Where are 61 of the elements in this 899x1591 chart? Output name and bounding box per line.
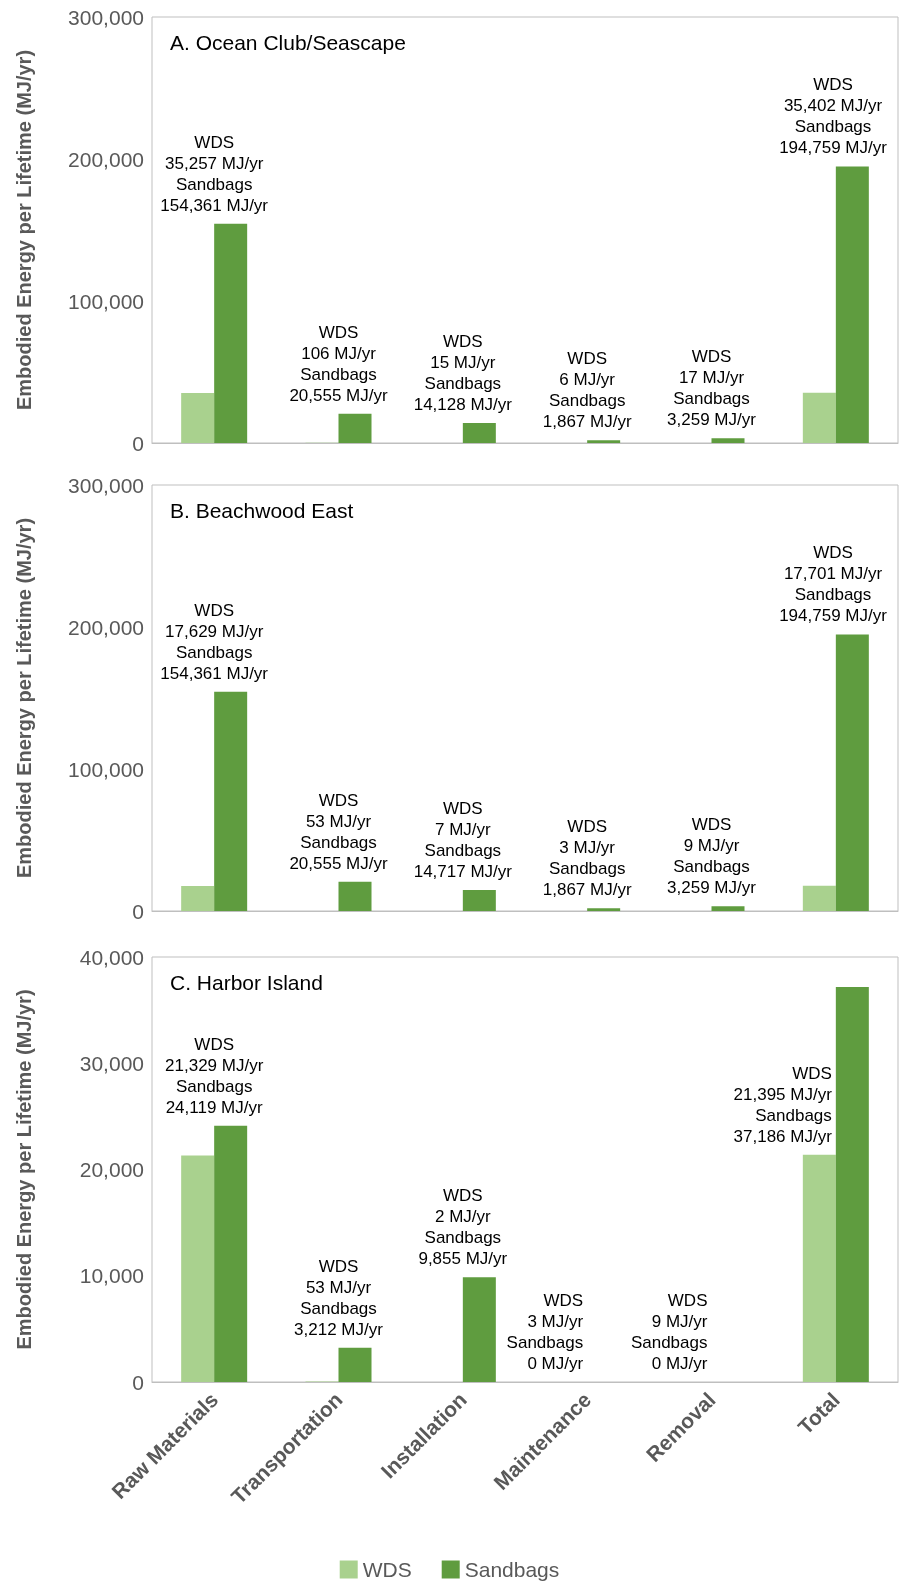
bar — [835, 986, 869, 1382]
y-tick-label: 100,000 — [68, 757, 144, 781]
y-tick-label: 20,000 — [79, 1158, 144, 1181]
text: A. Ocean Club/Seascape — [170, 31, 406, 54]
annotation: WDS 3 MJ/yr Sandbags 0 MJ/yr — [506, 1291, 584, 1373]
annotation: WDS 2 MJ/yr Sandbags 9,855 MJ/yr — [418, 1186, 508, 1269]
annotation: WDS 53 MJ/yr Sandbags 3,212 MJ/yr — [294, 1256, 384, 1339]
annotation: WDS 35,257 MJ/yr Sandbags 154,361 MJ/yr — [160, 132, 269, 215]
annotation: WDS 17 MJ/yr Sandbags 3,259 MJ/yr — [667, 347, 757, 430]
y-axis-title: Embodied Energy per Lifetime (MJ/yr) — [13, 517, 35, 879]
annotation: WDS 6 MJ/yr Sandbags 1,867 MJ/yr — [542, 349, 632, 432]
bar — [181, 885, 215, 911]
annotation: WDS 7 MJ/yr Sandbags 14,717 MJ/yr — [413, 799, 513, 882]
bar — [181, 1155, 215, 1382]
y-tick-label: 100,000 — [68, 289, 144, 313]
bar — [462, 890, 496, 911]
bar — [587, 440, 621, 443]
bar — [181, 392, 215, 443]
text: C. Harbor Island — [170, 971, 323, 994]
text: B. Beachwood East — [170, 499, 354, 522]
bar — [802, 1154, 836, 1382]
annotation: WDS 21,395 MJ/yr Sandbags 37,186 MJ/yr — [733, 1063, 833, 1146]
y-axis-title: Embodied Energy per Lifetime (MJ/yr) — [13, 989, 35, 1350]
bar — [835, 634, 869, 911]
bar — [711, 438, 745, 443]
bar — [338, 1347, 372, 1382]
bar — [802, 885, 836, 911]
y-tick-label: 0 — [132, 899, 144, 923]
y-tick-label: 40,000 — [79, 945, 144, 969]
annotation: WDS 15 MJ/yr Sandbags 14,128 MJ/yr — [413, 331, 513, 414]
y-tick-label: 200,000 — [68, 147, 144, 171]
annotation: WDS 21,329 MJ/yr Sandbags 24,119 MJ/yr — [165, 1034, 264, 1117]
annotation: WDS 106 MJ/yr Sandbags 20,555 MJ/yr — [289, 322, 388, 405]
annotation: WDS 3 MJ/yr Sandbags 1,867 MJ/yr — [542, 817, 632, 900]
bar — [214, 223, 248, 443]
y-tick-label: 300,000 — [68, 5, 144, 29]
bar — [338, 881, 372, 911]
annotation: WDS 53 MJ/yr Sandbags 20,555 MJ/yr — [289, 790, 388, 873]
bar — [338, 413, 372, 443]
annotation: WDS 9 MJ/yr Sandbags 0 MJ/yr — [630, 1291, 708, 1373]
y-tick-label: 300,000 — [68, 473, 144, 497]
bar — [462, 422, 496, 443]
legend-label: WDS — [362, 1558, 412, 1581]
bar — [835, 166, 869, 443]
legend-label: Sandbags — [464, 1558, 560, 1581]
annotation: WDS 17,629 MJ/yr Sandbags 154,361 MJ/yr — [160, 600, 269, 683]
bar — [711, 906, 745, 911]
y-tick-label: 30,000 — [79, 1051, 144, 1075]
bar — [802, 392, 836, 443]
y-axis-title: Embodied Energy per Lifetime (MJ/yr) — [13, 49, 35, 411]
annotation: WDS 35,402 MJ/yr Sandbags 194,759 MJ/yr — [779, 75, 888, 158]
bar — [214, 691, 248, 911]
annotation: WDS 17,701 MJ/yr Sandbags 194,759 MJ/yr — [779, 543, 888, 626]
annotation: WDS 9 MJ/yr Sandbags 3,259 MJ/yr — [667, 815, 757, 898]
bar — [587, 908, 621, 911]
y-tick-label: 10,000 — [79, 1264, 144, 1288]
y-tick-label: 0 — [132, 1370, 144, 1394]
bar — [214, 1125, 248, 1382]
y-tick-label: 200,000 — [68, 615, 144, 639]
bar — [462, 1277, 496, 1382]
y-tick-label: 0 — [132, 431, 144, 455]
